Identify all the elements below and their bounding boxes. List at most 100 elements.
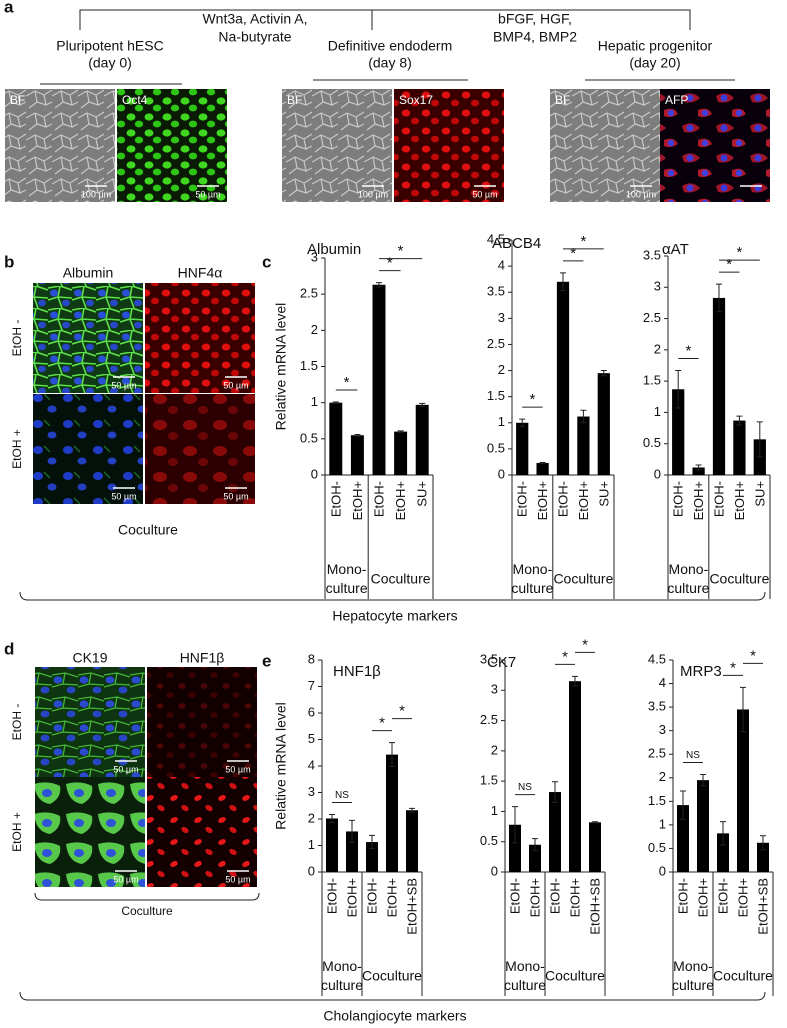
- x-tick-label: EtOH+: [736, 878, 751, 917]
- bar: [406, 810, 418, 872]
- significance-label: NS: [518, 782, 532, 793]
- stage-name: Pluripotent hESC: [56, 38, 163, 54]
- micrograph: [33, 283, 143, 393]
- y-tick-label: 1: [308, 837, 315, 852]
- y-tick-label: 2: [498, 362, 505, 377]
- x-tick-label: SU+: [596, 481, 611, 507]
- bar: [569, 681, 581, 872]
- error-bar: [740, 686, 746, 733]
- y-tick-label: 4: [498, 258, 505, 273]
- caption: Coculture: [121, 904, 173, 918]
- bar: [549, 792, 561, 872]
- treatment: Wnt3a, Activin A,: [202, 11, 307, 27]
- x-tick-label: EtOH-: [548, 878, 563, 914]
- error-bar: [539, 461, 546, 465]
- row-label: EtOH +: [10, 812, 24, 852]
- y-tick-label: 0.5: [487, 440, 505, 455]
- x-tick-label: EtOH+SB: [756, 878, 771, 935]
- y-tick-label: 1.5: [487, 388, 505, 403]
- micrograph: [145, 394, 255, 504]
- bar: [692, 467, 705, 475]
- error-bar: [332, 401, 339, 404]
- image-label: BF: [555, 93, 570, 107]
- bar: [577, 416, 590, 475]
- x-tick-label: EtOH-: [716, 878, 731, 914]
- error-bar: [716, 283, 722, 313]
- group-label: Coculture: [362, 968, 422, 984]
- significance-label: *: [726, 256, 732, 273]
- group-label: Mono-: [513, 561, 553, 577]
- micrograph: [394, 89, 504, 202]
- scale-bar-label: 50 µm: [225, 874, 250, 884]
- y-tick-label: 0: [491, 863, 498, 878]
- stage-underline: [40, 79, 735, 85]
- error-bar: [349, 819, 355, 844]
- stage-day: (day 8): [368, 55, 412, 71]
- y-tick-label: 4: [659, 675, 666, 690]
- x-tick-label: EtOH+: [568, 878, 583, 917]
- section-bracket: [19, 991, 766, 1001]
- column-header: CK19: [72, 650, 107, 666]
- error-bar: [397, 430, 404, 433]
- bar: [737, 709, 749, 872]
- significance-label: *: [736, 244, 742, 261]
- error-bar: [600, 370, 607, 377]
- significance-label: *: [398, 243, 404, 260]
- image-label: BF: [10, 93, 25, 107]
- x-tick-label: EtOH-: [671, 481, 686, 517]
- x-tick-label: EtOH+: [535, 481, 550, 520]
- panel-label: b: [4, 252, 14, 271]
- group-label: culture: [504, 977, 546, 993]
- section-label: Hepatocyte markers: [332, 608, 457, 624]
- x-tick-label: EtOH-: [712, 481, 727, 517]
- bar: [733, 420, 746, 475]
- bar: [326, 818, 338, 872]
- significance-label: *: [685, 342, 691, 359]
- bar: [712, 297, 726, 475]
- chart-title: HNF1β: [333, 663, 381, 680]
- chart-title: αAT: [662, 241, 689, 258]
- error-bar: [409, 807, 415, 813]
- y-tick-label: 0.5: [643, 435, 661, 450]
- bar: [536, 462, 549, 475]
- significance-label: *: [387, 255, 393, 272]
- y-tick-label: 2: [654, 341, 661, 356]
- error-bar: [700, 773, 706, 787]
- y-tick-label: 3: [498, 310, 505, 325]
- micrograph: [147, 667, 257, 777]
- chart-title: MRP3: [680, 663, 722, 680]
- bar: [677, 805, 689, 872]
- error-bar: [512, 806, 518, 844]
- error-bar: [720, 821, 726, 846]
- significance-label: *: [580, 233, 586, 250]
- group-label: Coculture: [545, 968, 605, 984]
- micrograph: [35, 777, 145, 887]
- bar: [366, 842, 378, 872]
- x-tick-label: EtOH+SB: [405, 878, 420, 935]
- y-tick-label: 5: [308, 731, 315, 746]
- x-tick-label: EtOH-: [365, 878, 380, 914]
- error-bar: [675, 370, 682, 409]
- bar: [697, 780, 709, 872]
- y-tick-label: 4.5: [648, 651, 666, 666]
- group-label: culture: [326, 580, 368, 596]
- micrograph: [35, 667, 145, 777]
- y-tick-label: 0.5: [300, 430, 318, 445]
- y-tick-label: 3.5: [480, 651, 498, 666]
- error-bar: [695, 464, 702, 471]
- scale-bar-label: 50 µm: [472, 189, 497, 199]
- chart-title: CK7: [487, 654, 516, 671]
- significance-label: *: [529, 391, 535, 408]
- error-bar: [592, 821, 598, 824]
- y-tick-label: 1: [491, 803, 498, 818]
- y-tick-label: 2: [659, 769, 666, 784]
- y-tick-label: 3: [654, 279, 661, 294]
- significance-label: *: [344, 374, 350, 391]
- y-tick-label: 1.5: [643, 373, 661, 388]
- scale-bar-label: 50 µm: [225, 764, 250, 774]
- micrograph: [145, 283, 255, 393]
- x-tick-label: EtOH+: [385, 878, 400, 917]
- row-label: EtOH +: [10, 429, 24, 469]
- x-tick-label: SU+: [752, 481, 767, 507]
